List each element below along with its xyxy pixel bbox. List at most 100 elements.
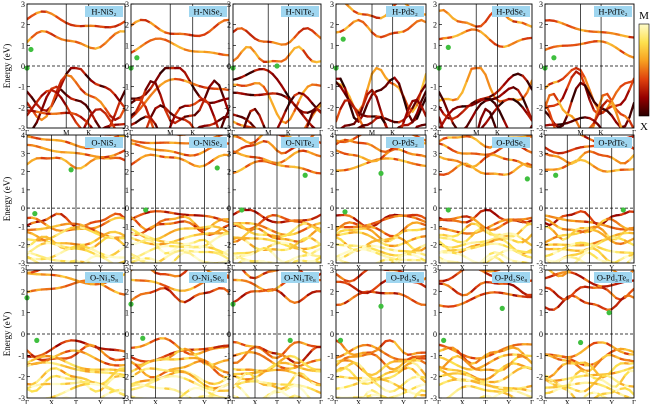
cbm-marker [551, 55, 557, 61]
band-segment [306, 112, 314, 127]
x-tick-label: Γ [424, 264, 428, 272]
band-segment [415, 363, 423, 372]
band-segment [339, 341, 347, 350]
band-segment [52, 145, 57, 148]
band-segment [289, 375, 296, 384]
x-tick-label: T [275, 399, 280, 404]
band-segment [109, 260, 115, 263]
y-tick-label: 0 [539, 62, 543, 71]
band-segment [32, 140, 37, 142]
panel-title-box [492, 272, 530, 283]
y-tick-label: 2 [433, 168, 437, 177]
band-segment [42, 402, 47, 403]
band-segment [264, 251, 268, 252]
band-segment [420, 252, 426, 257]
y-tick-label: -3 [122, 259, 129, 268]
band-segment [56, 402, 61, 403]
band-segment [587, 127, 591, 128]
band-segment [145, 116, 152, 128]
panel-title-box [85, 137, 123, 148]
band-segment [195, 400, 200, 401]
band-segment [526, 389, 532, 393]
y-tick-label: -3 [536, 124, 543, 133]
x-tick-label: Y [506, 399, 511, 404]
band-segment [32, 399, 37, 400]
panel-title: O-PdTe₂ [598, 138, 627, 148]
band-segment [368, 264, 373, 266]
band-segment [65, 66, 73, 76]
band-segment [190, 263, 195, 267]
band-segment [628, 237, 634, 242]
band-segment [404, 133, 409, 134]
band-segment [484, 116, 492, 125]
band-segment [151, 130, 156, 131]
band-segment [583, 84, 591, 95]
y-tick-label: -1 [224, 222, 231, 231]
band-segment [616, 265, 620, 267]
band-segment [91, 132, 96, 133]
y-tick-label: 3 [21, 266, 25, 275]
band-segment [554, 132, 558, 133]
band-segment [315, 60, 321, 64]
band-segment [628, 54, 634, 59]
band-segment [165, 264, 170, 266]
band-segment [467, 265, 472, 266]
band-segment [118, 292, 125, 296]
band-lines [439, 270, 532, 401]
band-segment [277, 143, 281, 144]
band-lines [336, 264, 426, 398]
band-lines [131, 130, 229, 266]
band-segment [415, 90, 423, 101]
y-tick-label: 0 [433, 62, 437, 71]
vbm-marker [34, 337, 40, 343]
x-tick-label: Γ [334, 399, 338, 404]
y-tick-label: 0 [21, 204, 25, 213]
x-tick-label: Y [202, 264, 207, 272]
band-segment [222, 259, 229, 263]
band-segment [69, 113, 78, 124]
band-segment [372, 267, 377, 268]
band-segment [136, 400, 141, 402]
y-tick-label: 1 [125, 41, 129, 50]
y-tick-label: -2 [122, 103, 129, 112]
y-tick-label: 2 [227, 21, 231, 30]
band-segment [410, 135, 414, 136]
band-segment [104, 37, 112, 45]
band-segment [526, 80, 532, 91]
y-tick-label: 2 [125, 21, 129, 30]
band-segment [27, 36, 34, 44]
band-segment [144, 94, 152, 103]
band-segment [118, 373, 125, 377]
band-segment [361, 102, 369, 117]
band-segment [526, 162, 532, 167]
band-segment [84, 114, 92, 126]
panel-title: O-Pd₃Se₈ [495, 273, 527, 283]
band-segment [628, 349, 634, 354]
band-segment [40, 370, 48, 379]
x-tick-label: Γ [530, 399, 534, 404]
y-tick-label: 3 [433, 149, 437, 158]
band-segment [306, 262, 309, 263]
band-segment [222, 108, 229, 122]
band-segment [183, 71, 191, 83]
band-segment [621, 156, 625, 159]
x-tick-label: T [587, 264, 592, 272]
band-segment [118, 106, 125, 119]
y-tick-label: -2 [430, 373, 437, 382]
band-segment [149, 88, 157, 97]
band-segment [198, 98, 206, 112]
y-tick-label: 1 [539, 186, 543, 195]
band-segment [619, 374, 627, 384]
band-segment [173, 253, 182, 262]
band-segment [84, 73, 92, 82]
x-tick-label: K [190, 129, 195, 137]
band-segment [55, 79, 63, 94]
band-segment [315, 256, 321, 261]
band-segment [131, 148, 136, 149]
band-segment [306, 394, 312, 398]
band-segment [267, 262, 269, 263]
band-segment [444, 400, 449, 401]
panel-title-box [492, 6, 530, 17]
band-segment [91, 401, 96, 404]
